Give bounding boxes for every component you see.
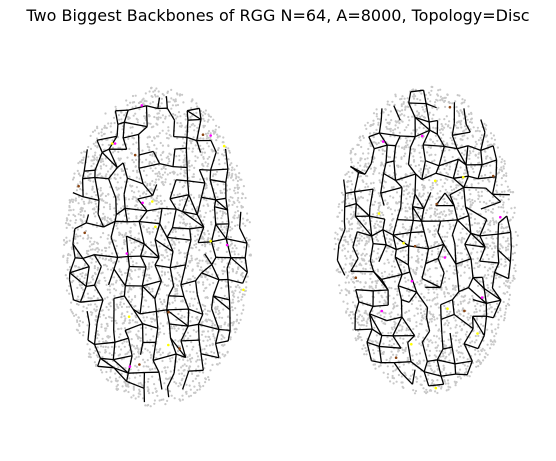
backbone-edges bbox=[336, 89, 512, 387]
backbone-edges bbox=[68, 96, 248, 403]
figure-title: Two Biggest Backbones of RGG N=64, A=800… bbox=[26, 6, 530, 25]
left-backbone-panel bbox=[62, 86, 252, 408]
accent-nodes bbox=[354, 105, 502, 390]
right-backbone-panel bbox=[333, 85, 519, 395]
accent-nodes bbox=[77, 104, 245, 368]
